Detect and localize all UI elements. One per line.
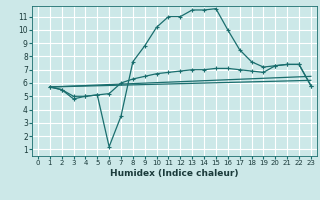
- X-axis label: Humidex (Indice chaleur): Humidex (Indice chaleur): [110, 169, 239, 178]
